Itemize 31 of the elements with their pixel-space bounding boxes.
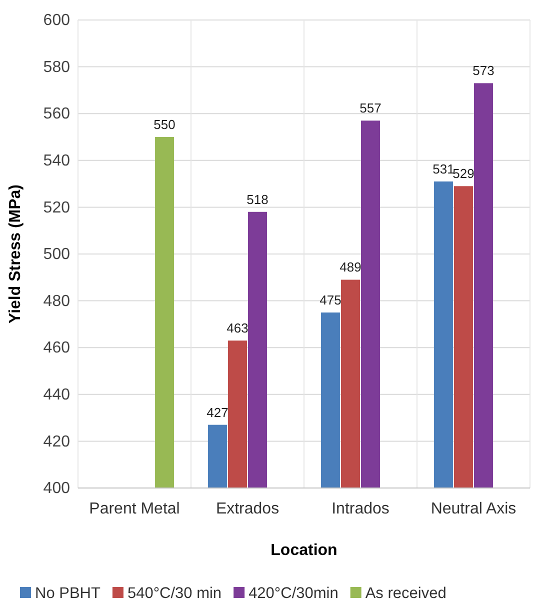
x-axis-title: Location	[270, 542, 338, 559]
data-label: 557	[360, 100, 382, 116]
legend-label: As received	[365, 585, 446, 602]
data-label: 531	[432, 161, 454, 176]
data-label: 573	[472, 63, 494, 78]
x-tick-label: Parent Metal	[89, 500, 180, 518]
x-tick-label: Extrados	[216, 500, 280, 518]
data-label: 475	[320, 292, 342, 308]
data-label: 529	[452, 166, 474, 182]
legend-label: 420°C/30min	[248, 585, 338, 602]
data-label: 550	[154, 117, 176, 132]
y-tick-label: 440	[43, 386, 70, 404]
y-tick-label: 580	[43, 58, 70, 76]
data-label: 463	[226, 320, 248, 336]
y-tick-label: 540	[43, 152, 70, 170]
y-tick-label: 600	[43, 12, 70, 30]
data-label: 427	[206, 404, 228, 420]
legend-label: 540°C/30 min	[127, 585, 222, 602]
y-tick-label: 400	[43, 480, 70, 498]
y-tick-label: 520	[43, 199, 70, 216]
y-tick-label: 560	[43, 106, 70, 123]
x-tick-label: Neutral Axis	[430, 500, 516, 518]
y-tick-label: 420	[43, 433, 70, 450]
legend-label: No PBHT	[35, 585, 101, 602]
y-axis-title: Yield Stress (MPa)	[7, 184, 24, 324]
data-label: 489	[340, 260, 362, 275]
data-label: 518	[246, 192, 268, 207]
x-tick-label: Intrados	[332, 500, 390, 518]
y-tick-label: 500	[43, 246, 70, 264]
y-tick-label: 460	[43, 340, 70, 357]
y-tick-label: 480	[43, 292, 70, 310]
